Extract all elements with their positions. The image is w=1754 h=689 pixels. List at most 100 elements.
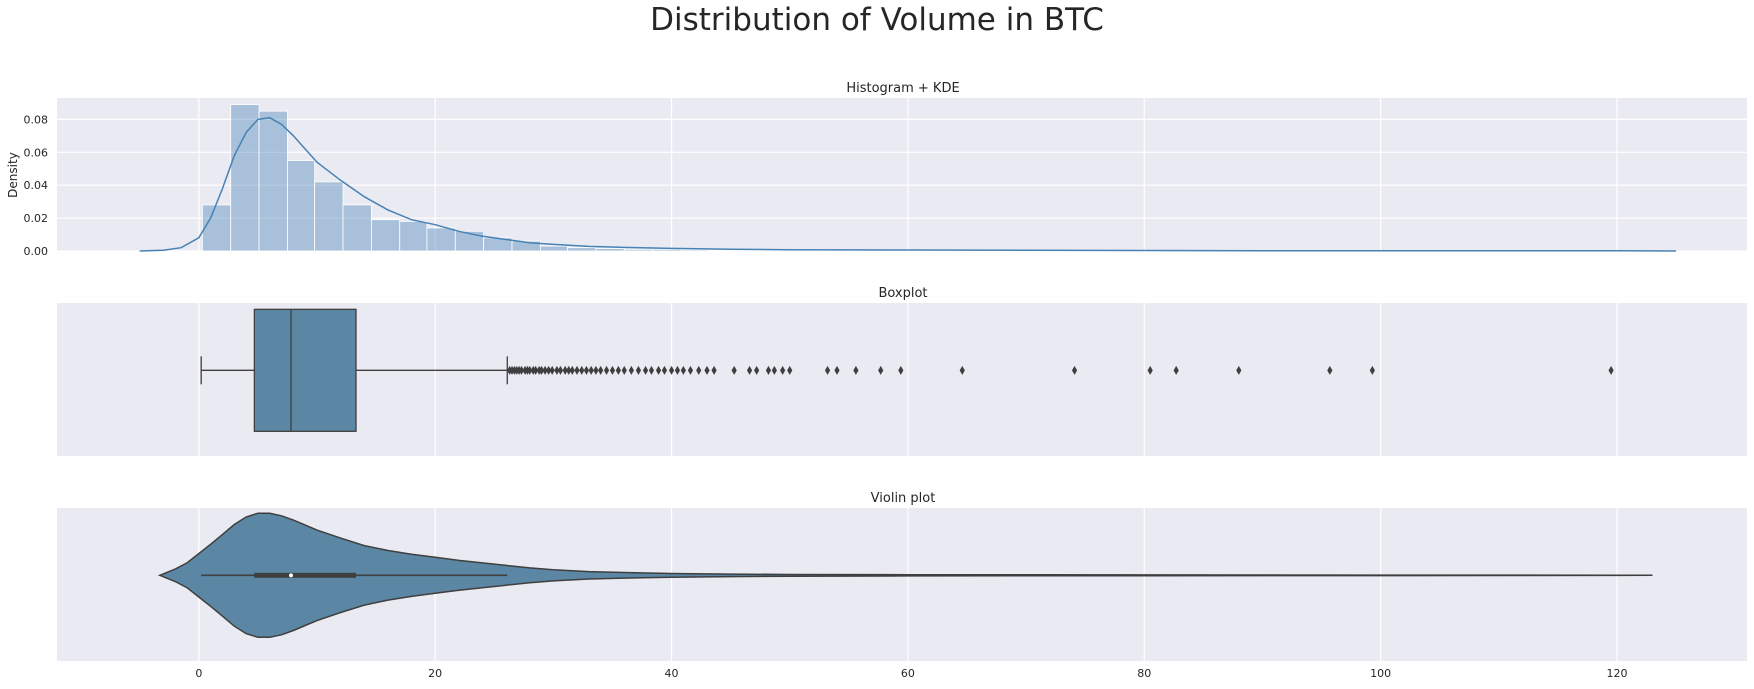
histogram-bar xyxy=(652,248,682,252)
histogram-bar xyxy=(201,204,232,252)
histogram-y-ticks: 0.00 0.02 0.04 0.06 0.08 xyxy=(24,113,49,258)
x-tick-label: 80 xyxy=(1137,667,1151,680)
outlier-point xyxy=(628,365,634,375)
outlier-point xyxy=(655,365,662,375)
histogram-bar xyxy=(595,248,625,252)
histogram-bar xyxy=(623,248,654,252)
outlier-point xyxy=(668,365,675,375)
outlier-point xyxy=(1071,365,1078,375)
y-tick-label: 0.04 xyxy=(24,179,49,192)
outlier-point xyxy=(593,365,599,375)
boxplot-box xyxy=(200,308,508,432)
outlier-point xyxy=(648,365,655,375)
outlier-point xyxy=(546,365,552,375)
outlier-point xyxy=(588,365,594,375)
outlier-point xyxy=(566,365,572,375)
boxplot-outliers xyxy=(507,365,1614,375)
outlier-point xyxy=(635,365,642,375)
outlier-point xyxy=(898,365,904,375)
outlier-point xyxy=(557,365,564,375)
outlier-point xyxy=(583,365,590,375)
histogram-y-label: Density xyxy=(6,152,20,198)
outlier-point xyxy=(765,365,772,375)
x-tick-label: 100 xyxy=(1370,667,1391,680)
histogram-bar xyxy=(707,249,737,252)
boxplot-panel: Boxplot xyxy=(57,286,1747,456)
kde-curve xyxy=(139,116,1677,252)
violin-shape xyxy=(157,512,1653,639)
outlier-point xyxy=(787,365,793,375)
x-tick-label: 40 xyxy=(665,667,679,680)
violin-body xyxy=(157,512,1653,639)
outlier-point xyxy=(562,365,568,375)
outlier-point xyxy=(1327,365,1333,375)
histogram-bar xyxy=(736,249,766,252)
outlier-point xyxy=(615,365,621,375)
outlier-point xyxy=(1369,365,1375,375)
outlier-point xyxy=(1173,365,1179,375)
histogram-bar xyxy=(258,110,288,252)
outlier-point xyxy=(574,365,580,375)
histogram-bar xyxy=(314,181,344,252)
interquartile-box xyxy=(253,308,357,432)
outlier-point xyxy=(704,365,710,375)
outlier-point xyxy=(746,365,753,375)
figure-title: Distribution of Volume in BTC xyxy=(650,2,1104,38)
outlier-point xyxy=(621,365,627,375)
outlier-point xyxy=(554,365,560,375)
outlier-point xyxy=(1608,365,1614,375)
histogram-bar xyxy=(342,204,372,252)
outlier-point xyxy=(771,365,777,375)
outlier-point xyxy=(527,365,533,375)
outlier-point xyxy=(661,365,668,375)
histogram-plot-area xyxy=(57,98,1747,251)
outlier-point xyxy=(579,365,585,375)
y-tick-label: 0.06 xyxy=(24,146,49,159)
kde-line xyxy=(139,116,1677,252)
histogram-bar xyxy=(287,160,316,252)
histogram-bar xyxy=(680,249,709,252)
x-axis-ticks: 0 20 40 60 80 100 120 xyxy=(195,667,1627,680)
y-tick-label: 0.08 xyxy=(24,113,49,126)
histogram-bars xyxy=(201,104,794,252)
outlier-point xyxy=(696,365,702,375)
outlier-point xyxy=(533,365,539,375)
violin-panel: Violin plot 0 20 40 60 80 100 120 xyxy=(57,491,1747,680)
outlier-point xyxy=(674,365,681,375)
outlier-point xyxy=(598,365,604,375)
outlier-point xyxy=(518,365,525,375)
outlier-point xyxy=(834,365,840,375)
outlier-point xyxy=(680,365,686,375)
boxplot-title: Boxplot xyxy=(878,286,927,301)
histogram-bar xyxy=(370,219,401,252)
histogram-bar xyxy=(230,104,260,252)
outlier-point xyxy=(878,365,884,375)
histogram-bar xyxy=(567,247,597,252)
outlier-point xyxy=(609,365,616,375)
x-tick-label: 20 xyxy=(428,667,442,680)
violin-median-dot xyxy=(289,573,293,578)
outlier-point xyxy=(549,365,555,375)
histogram-title: Histogram + KDE xyxy=(846,81,959,96)
outlier-point xyxy=(687,365,694,375)
outlier-point xyxy=(603,365,610,375)
boxplot-gridlines xyxy=(198,303,1618,456)
violin-inner-box xyxy=(254,572,356,578)
histogram-bar xyxy=(426,227,456,252)
outlier-point xyxy=(711,365,717,375)
y-tick-label: 0.02 xyxy=(24,212,49,225)
y-tick-label: 0.00 xyxy=(24,245,49,258)
x-tick-label: 0 xyxy=(195,667,202,680)
outlier-point xyxy=(542,365,548,375)
outlier-point xyxy=(824,365,831,375)
outlier-point xyxy=(538,365,545,375)
violin-title: Violin plot xyxy=(871,491,936,506)
outlier-point xyxy=(642,365,649,375)
histogram-panel: Histogram + KDE 0.00 0.02 0.04 0.06 0.08 Den… xyxy=(6,81,1747,258)
outlier-point xyxy=(569,365,575,375)
outlier-point xyxy=(780,365,786,375)
outlier-point xyxy=(1236,365,1242,375)
outlier-point xyxy=(731,365,737,375)
histogram-bar xyxy=(539,245,568,252)
